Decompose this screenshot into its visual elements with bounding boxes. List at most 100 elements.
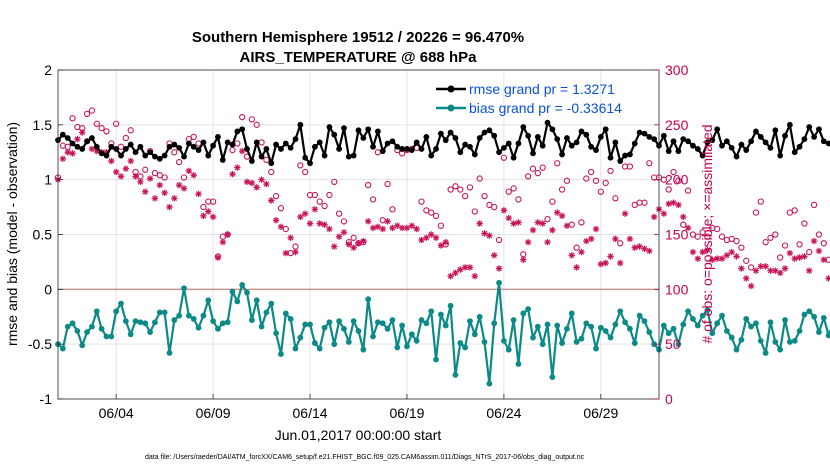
rmse-point <box>307 160 313 167</box>
bias-point <box>118 300 124 307</box>
assimilated-marker-stroke <box>181 185 187 192</box>
rmse-point <box>132 149 139 156</box>
rmse-point <box>505 140 512 147</box>
rmse-point <box>816 126 822 133</box>
possible-obs-point <box>200 203 207 211</box>
assimilated-marker-stroke <box>636 243 643 250</box>
x-tick-label: 06/29 <box>583 405 618 421</box>
assimilated-obs-point <box>684 224 692 232</box>
y-tick-label: 2 <box>44 62 52 78</box>
assimilated-marker-stroke <box>627 236 633 242</box>
rmse-point <box>786 121 793 128</box>
assimilated-obs-point <box>287 234 294 241</box>
bias-point <box>786 339 793 345</box>
assimilated-marker-stroke <box>404 225 410 231</box>
rmse-point <box>89 135 95 141</box>
rmse-point <box>743 147 750 153</box>
assimilated-marker-stroke <box>79 129 85 136</box>
assimilated-marker-stroke <box>268 197 274 204</box>
possible-obs-point <box>617 240 624 247</box>
assimilated-obs-point <box>200 212 207 220</box>
assimilated-marker-stroke <box>719 255 725 262</box>
bias-point <box>728 334 735 341</box>
assimilated-obs-point <box>728 248 735 256</box>
bias-point <box>379 320 386 327</box>
rmse-point <box>573 139 580 146</box>
possible-obs-point <box>253 121 260 128</box>
bias-point <box>263 309 270 316</box>
possible-obs-point <box>321 202 328 210</box>
assimilated-marker-stroke <box>728 249 735 255</box>
bias-point <box>564 325 570 332</box>
possible-obs-point <box>98 124 105 132</box>
y-axis-right-label: # of obs: o=possible; ×=assimilated <box>699 124 715 343</box>
rmse-point <box>782 132 788 139</box>
assimilated-marker-stroke <box>641 246 648 252</box>
rmse-bias-layer <box>55 119 830 387</box>
bias-point <box>399 322 406 329</box>
rmse-point <box>670 138 677 145</box>
bias-point <box>801 311 808 318</box>
possible-obs-point <box>495 236 503 244</box>
rmse-point <box>161 152 168 159</box>
assimilated-obs-point <box>209 213 217 221</box>
assimilated-obs-point <box>515 219 522 226</box>
y-axis-right: 0 50 100 150 200 250 300 <box>654 62 689 407</box>
y-tick-label: -1 <box>40 391 53 407</box>
possible-obs-point <box>757 198 764 205</box>
assimilated-obs-point <box>650 213 658 221</box>
assimilated-obs-point <box>476 220 483 227</box>
possible-obs-point <box>384 180 391 188</box>
possible-obs-point <box>117 143 125 150</box>
assimilated-marker-stroke <box>583 238 590 244</box>
rmse-point <box>588 143 595 150</box>
rmse-point <box>408 147 415 153</box>
rmse-point <box>433 146 439 152</box>
bias-point <box>530 334 536 341</box>
assimilated-obs-point <box>161 189 168 197</box>
y-right-tick-label: 200 <box>665 172 689 188</box>
assimilated-obs-point <box>689 248 697 256</box>
assimilated-marker-stroke <box>767 267 774 274</box>
assimilated-obs-point <box>214 254 222 261</box>
assimilated-obs-point <box>263 180 270 188</box>
rmse-point <box>181 153 187 160</box>
assimilated-obs-point <box>786 249 794 257</box>
bias-point <box>544 321 551 328</box>
assimilated-marker-stroke <box>821 256 827 263</box>
possible-obs-point <box>437 222 445 229</box>
rmse-point <box>418 146 425 152</box>
rmse-point <box>215 133 221 140</box>
bias-point <box>636 312 643 319</box>
possible-obs-point <box>578 219 585 226</box>
assimilated-obs-point <box>641 245 648 252</box>
bias-point <box>709 330 716 337</box>
bias-point <box>268 300 275 307</box>
rmse-point <box>476 135 483 141</box>
possible-obs-point <box>738 244 745 251</box>
assimilated-marker-stroke <box>506 215 512 221</box>
assimilated-obs-point <box>117 173 125 180</box>
rmse-point <box>685 138 691 145</box>
rmse-point <box>631 140 638 147</box>
assimilated-obs-point <box>791 255 798 262</box>
possible-obs-point <box>791 207 798 214</box>
assimilated-obs-point <box>583 237 590 245</box>
assimilated-obs-point <box>205 208 212 215</box>
possible-obs-point <box>544 215 551 223</box>
y-right-tick-label: 150 <box>665 227 689 243</box>
assimilated-marker-stroke <box>127 158 134 164</box>
possible-obs-point <box>176 158 183 166</box>
assimilated-obs-point <box>578 248 585 256</box>
data-file-footnote: data file: /Users/raeder/DAI/ATM_forcXX/… <box>145 454 585 461</box>
rmse-point <box>627 151 633 158</box>
assimilated-obs-point <box>311 206 319 213</box>
rmse-point <box>471 151 478 158</box>
possible-obs-point <box>248 116 256 123</box>
possible-obs-point <box>340 218 348 225</box>
rmse-point <box>326 124 333 130</box>
assimilated-marker-stroke <box>438 242 444 249</box>
bias-point <box>622 319 628 326</box>
assimilated-obs-point <box>190 172 197 179</box>
assimilated-marker-stroke <box>816 248 822 254</box>
